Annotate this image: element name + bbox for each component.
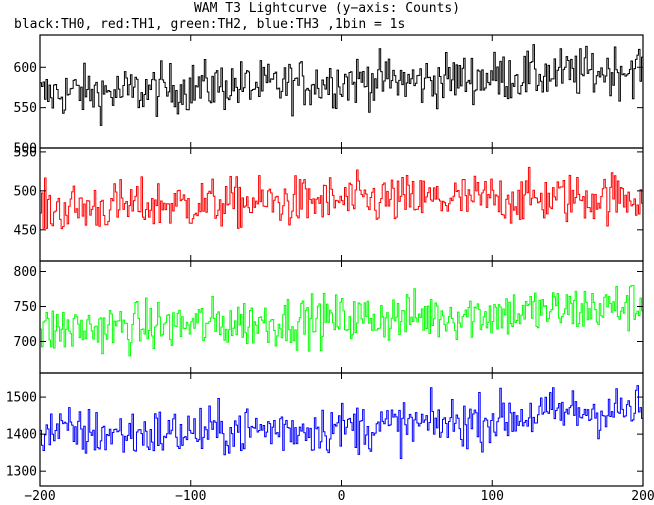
- panel-th0-y-tick-label: 600: [14, 61, 37, 76]
- panel-th1-series-line: [40, 166, 643, 230]
- panel-th2-y-tick-label: 750: [14, 300, 37, 315]
- x-tick-label: 200: [631, 489, 654, 504]
- panel-th0-frame: [39, 34, 644, 149]
- panel-th3-frame: [39, 372, 644, 487]
- panel-th3-y-tick-label: 1400: [6, 428, 37, 443]
- panel-th3-series-line: [40, 385, 643, 459]
- panel-th1-y-tick-label: 550: [14, 145, 37, 160]
- panel-th2-y-tick-label: 800: [14, 265, 37, 280]
- x-tick-label: −200: [24, 489, 55, 504]
- panel-th2: 700 750 800: [14, 260, 644, 374]
- panel-th2-y-tick-label: 700: [14, 335, 37, 350]
- panel-th2-series-line: [40, 285, 643, 357]
- panel-th3-y-tick-label: 1300: [6, 465, 37, 480]
- x-tick-label: −100: [175, 489, 206, 504]
- x-tick-label: 0: [338, 489, 346, 504]
- panel-th3: 1300 1400 1500: [6, 372, 644, 487]
- panel-th3-y-tick-label: 1500: [6, 391, 37, 406]
- chart-title: WAM T3 Lightcurve (y−axis: Counts): [193, 1, 461, 16]
- panel-th0-y-tick-label: 550: [14, 101, 37, 116]
- panel-th0-y-tick-label: 500: [14, 142, 37, 157]
- x-tick-label: 100: [481, 489, 504, 504]
- panel-th0-series-line: [40, 44, 643, 126]
- panel-th1-y-tick-label: 450: [14, 223, 37, 238]
- chart-subtitle: black:TH0, red:TH1, green:TH2, blue:TH3 …: [14, 17, 406, 32]
- panel-th1-y-tick-label: 500: [14, 184, 37, 199]
